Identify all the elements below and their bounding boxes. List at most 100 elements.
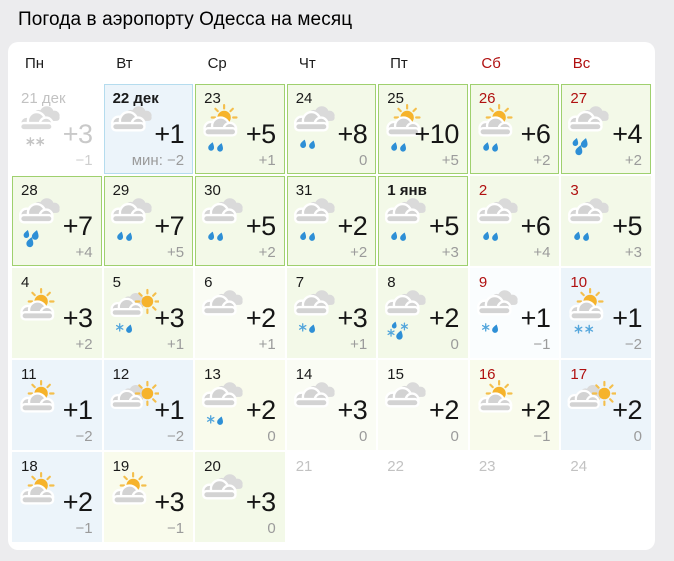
day-cell-20[interactable]: 20 +3 0: [195, 452, 285, 542]
day-number: 22: [387, 458, 404, 475]
day-cell-11[interactable]: 11 +1 −2: [12, 360, 102, 450]
temp-min: −1: [533, 428, 551, 445]
temp-min: +2: [624, 152, 642, 169]
day-number: 17: [570, 366, 588, 383]
day-number: 22 дек: [112, 90, 159, 107]
day-cell-31[interactable]: 31 +2 +2: [286, 176, 377, 266]
day-cell-17[interactable]: 17 +2 0: [561, 360, 651, 450]
day-cell-10[interactable]: 10 +1 −2: [561, 268, 651, 358]
cloudy-icon: [202, 290, 243, 316]
cloudy-rain-icon: [202, 198, 243, 241]
day-cell-7[interactable]: 7 +3 +1: [286, 268, 377, 358]
day-cell-23: 23: [469, 452, 560, 542]
day-number: 6: [204, 274, 213, 291]
day-cell-26[interactable]: 26 +6 +2: [469, 84, 560, 174]
cloudy-rain-icon: [293, 198, 335, 241]
day-cell-24[interactable]: 24 +8 0: [286, 84, 377, 174]
day-number: 15: [387, 366, 404, 383]
partly-sunny-snow-icon: [569, 288, 605, 334]
day-cell-27[interactable]: 27 +4 +2: [561, 84, 651, 174]
temp-min: +4: [533, 244, 551, 261]
temp-max: +6: [520, 211, 551, 241]
temp-max: +4: [612, 119, 642, 149]
temp-max: +6: [520, 119, 551, 149]
temp-max: +8: [337, 119, 368, 149]
cloudy-icon: [202, 474, 243, 500]
temp-min: 0: [358, 428, 368, 445]
temp-min: +3: [624, 244, 642, 261]
temp-min: +2: [258, 244, 276, 261]
temp-max: +3: [337, 303, 368, 333]
day-cell-2[interactable]: 2 +6 +4: [469, 176, 560, 266]
day-cell-29[interactable]: 29 +7 +5: [103, 176, 194, 266]
temp-min: +1: [258, 336, 276, 353]
temp-min: +3: [441, 244, 459, 261]
day-number: 5: [112, 274, 121, 291]
day-cell-24: 24: [561, 452, 651, 542]
calendar-grid: 21 дек +3 −1 22 дек +1 мин: −2 23 +5 +1 24 +8 0 25 +1…: [8, 84, 655, 542]
cloudy-heavy-sleet-icon: [385, 290, 426, 340]
day-number: 23: [204, 90, 221, 107]
day-cell-6[interactable]: 6 +2 +1: [195, 268, 285, 358]
temp-min: +1: [167, 336, 185, 353]
day-number: 21 дек: [21, 90, 66, 107]
weekday-header-7: Вс: [572, 55, 591, 72]
temp-min: 0: [450, 336, 459, 353]
temp-min: +2: [533, 152, 551, 169]
day-cell-3[interactable]: 3 +5 +3: [561, 176, 651, 266]
cloudy-rain-icon: [476, 198, 518, 241]
temp-min: +1: [350, 336, 368, 353]
day-cell-4[interactable]: 4 +3 +2: [12, 268, 102, 358]
day-cell-14[interactable]: 14 +3 0: [286, 360, 377, 450]
temp-max: +3: [337, 395, 368, 425]
calendar-panel: Пн Вт Ср Чт Пт Сб Вс 21 дек +3 −1 22 дек +1 мин: −2…: [8, 42, 655, 550]
day-number: 13: [204, 366, 221, 383]
day-number: 27: [570, 90, 588, 107]
temp-max: +10: [414, 119, 460, 149]
day-cell-12[interactable]: 12 +1 −2: [103, 360, 194, 450]
weekday-header-row: Пн Вт Ср Чт Пт Сб Вс: [8, 55, 655, 84]
day-cell-19[interactable]: 19 +3 −1: [103, 452, 194, 542]
temp-max: +1: [154, 395, 185, 425]
day-cell-22-dec[interactable]: 22 дек +1 мин: −2: [103, 84, 194, 174]
temp-min: 0: [267, 428, 276, 445]
day-cell-8[interactable]: 8 +2 0: [378, 268, 468, 358]
temp-max: +2: [62, 487, 93, 517]
day-number: 26: [478, 90, 496, 107]
temp-min: мин: −2: [131, 152, 185, 169]
temp-max: +2: [245, 395, 276, 425]
day-cell-1-jan[interactable]: 1 янв +5 +3: [378, 176, 468, 266]
day-cell-30[interactable]: 30 +5 +2: [195, 176, 285, 266]
temp-max: +3: [62, 119, 93, 149]
temp-min: +5: [441, 152, 459, 169]
day-number: 25: [387, 90, 404, 107]
temp-max: +5: [245, 211, 276, 241]
day-cell-15[interactable]: 15 +2 0: [378, 360, 468, 450]
temp-max: +5: [429, 211, 459, 241]
day-number: 14: [295, 366, 313, 383]
partly-sunny-rain-icon: [386, 104, 421, 152]
temp-min: −2: [624, 336, 642, 353]
weekday-header-1: Пн: [25, 55, 45, 72]
day-cell-28[interactable]: 28 +7 +4: [12, 176, 102, 266]
day-cell-9[interactable]: 9 +1 −1: [469, 268, 560, 358]
day-cell-13[interactable]: 13 +2 0: [195, 360, 285, 450]
sun-behind-cloud-icon: [110, 380, 159, 409]
temp-min: 0: [358, 152, 368, 169]
temp-min: −2: [167, 428, 185, 445]
day-number: 10: [570, 274, 588, 291]
temp-min: −1: [75, 152, 93, 169]
cloudy-rain-icon: [568, 198, 610, 241]
temp-max: +5: [245, 119, 276, 149]
temp-min: +2: [350, 244, 368, 261]
day-cell-16[interactable]: 16 +2 −1: [469, 360, 560, 450]
weekday-header-5: Пт: [390, 55, 408, 72]
partly-sunny-rain-icon: [203, 104, 238, 152]
day-cell-23[interactable]: 23 +5 +1: [195, 84, 285, 174]
temp-max: +1: [62, 395, 93, 425]
sun-behind-cloud-icon: [567, 380, 617, 409]
day-cell-5[interactable]: 5 +3 +1: [103, 268, 194, 358]
day-number: 11: [21, 366, 37, 383]
day-cell-25[interactable]: 25 +10 +5: [378, 84, 468, 174]
day-cell-18[interactable]: 18 +2 −1: [12, 452, 102, 542]
